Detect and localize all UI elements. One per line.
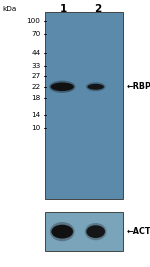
Text: 10: 10 (31, 125, 40, 131)
Text: 33: 33 (31, 63, 40, 69)
Text: 2: 2 (94, 4, 101, 14)
Text: 100: 100 (27, 18, 40, 24)
Ellipse shape (49, 81, 75, 93)
Text: 18: 18 (31, 95, 40, 101)
Bar (45, 212, 123, 251)
Text: 22: 22 (31, 84, 40, 90)
Text: 70: 70 (31, 31, 40, 37)
Ellipse shape (50, 222, 75, 241)
Ellipse shape (86, 225, 105, 238)
Text: ←ACTB: ←ACTB (127, 227, 150, 236)
Ellipse shape (85, 223, 106, 240)
Text: ←RBP4: ←RBP4 (127, 82, 150, 91)
Ellipse shape (51, 225, 73, 239)
Text: 44: 44 (31, 50, 40, 56)
Ellipse shape (87, 84, 104, 90)
Text: 27: 27 (31, 73, 40, 79)
Text: 1: 1 (59, 4, 67, 14)
Ellipse shape (86, 82, 105, 91)
Ellipse shape (51, 83, 74, 91)
Text: kDa: kDa (3, 6, 17, 12)
Text: 14: 14 (31, 112, 40, 118)
Bar (45, 12, 123, 199)
